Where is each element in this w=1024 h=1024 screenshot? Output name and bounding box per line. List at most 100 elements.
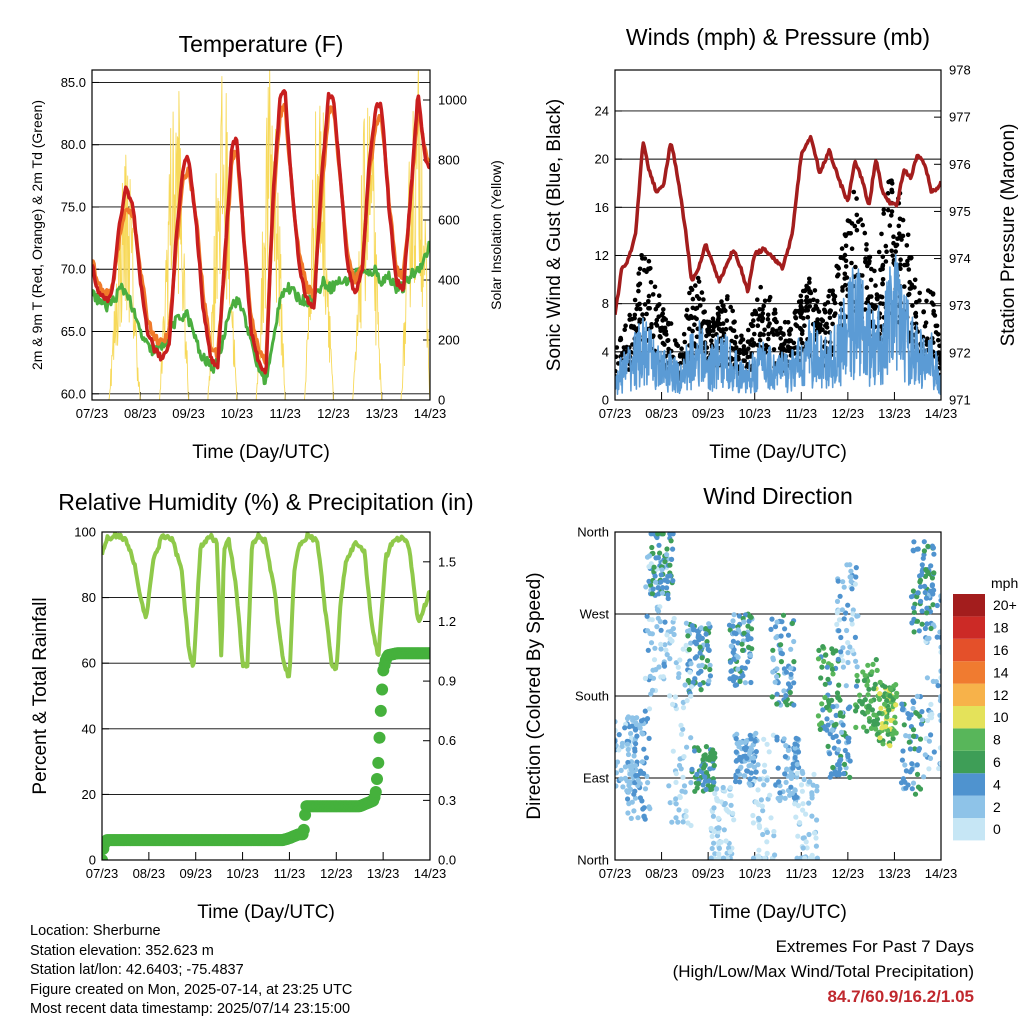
direction-point	[718, 839, 724, 845]
direction-point	[727, 627, 733, 633]
colorbar-swatch-4	[953, 728, 985, 751]
created-text: Figure created on Mon, 2025-07-14, at 23…	[30, 981, 353, 998]
direction-point	[830, 704, 836, 710]
direction-point	[879, 725, 885, 731]
direction-point	[697, 650, 703, 656]
direction-point	[731, 817, 737, 823]
gust-point	[723, 326, 729, 332]
direction-point	[748, 679, 754, 686]
gust-point	[797, 325, 803, 331]
gust-point	[752, 331, 757, 337]
direction-point	[800, 770, 806, 777]
direction-point	[918, 584, 924, 590]
gust-point	[830, 288, 835, 294]
direction-point	[748, 762, 754, 768]
gust-point	[766, 331, 771, 337]
direction-point	[820, 707, 826, 713]
direction-point	[759, 803, 765, 809]
direction-point	[921, 539, 927, 545]
gust-point	[652, 284, 658, 290]
gust-point	[883, 259, 889, 264]
direction-point	[817, 726, 823, 733]
gust-point	[637, 317, 642, 323]
direction-point	[695, 781, 702, 787]
direction-point	[875, 731, 881, 737]
gust-point	[815, 298, 820, 304]
direction-point	[855, 678, 861, 684]
direction-point	[938, 597, 941, 603]
direction-point	[931, 749, 937, 755]
direction-point	[909, 761, 915, 767]
direction-point	[789, 620, 796, 627]
direction-point	[903, 785, 909, 791]
gust-point	[889, 187, 894, 193]
direction-point	[818, 675, 824, 681]
gust-point	[836, 272, 841, 278]
direction-point	[645, 647, 651, 653]
direction-point	[800, 801, 806, 807]
gust-point	[935, 332, 941, 337]
gust-point	[782, 319, 788, 325]
direction-point	[911, 539, 917, 545]
y-tick-label-4-0: North	[577, 853, 609, 868]
gust-point	[878, 267, 883, 273]
gust-point	[890, 253, 895, 258]
gust-point	[661, 307, 666, 312]
gust-point	[765, 312, 771, 318]
colorbar-swatch-10	[953, 594, 985, 617]
series-relative-humidity	[102, 532, 430, 679]
direction-point	[910, 727, 917, 733]
direction-point	[831, 745, 838, 751]
gust-point	[674, 342, 679, 348]
gust-point	[687, 290, 692, 296]
gust-point	[696, 296, 702, 302]
direction-point	[628, 730, 634, 737]
direction-point	[876, 696, 883, 703]
direction-point	[876, 710, 882, 716]
direction-point	[688, 735, 694, 741]
direction-point	[820, 644, 826, 650]
gust-point	[930, 292, 936, 297]
gust-point	[805, 314, 811, 320]
elevation-text: Station elevation: 352.623 m	[30, 942, 214, 959]
gust-point	[900, 217, 906, 223]
gust-point	[757, 313, 762, 319]
direction-point	[665, 578, 671, 585]
gust-point	[798, 293, 804, 299]
direction-point	[668, 628, 674, 635]
direction-point	[871, 721, 877, 727]
gust-point	[677, 352, 683, 358]
x-tick-label-4-0: 07/23	[599, 866, 632, 881]
direction-point	[648, 640, 655, 646]
direction-point	[909, 786, 915, 792]
y-tick-label-1-5: 85.0	[61, 75, 86, 90]
direction-point	[675, 819, 681, 825]
station-info: Location: Sherburne Station elevation: 3…	[30, 922, 352, 1020]
direction-point	[918, 598, 924, 605]
gust-point	[734, 345, 739, 350]
direction-point	[656, 542, 662, 548]
direction-point	[633, 720, 639, 726]
direction-point	[706, 778, 712, 784]
gust-point	[840, 285, 845, 290]
gust-point	[724, 296, 730, 302]
y2-tick-label-1-2: 400	[438, 273, 460, 288]
direction-point	[839, 607, 846, 613]
direction-point	[877, 735, 883, 741]
direction-point	[833, 648, 839, 654]
direction-point	[669, 638, 675, 644]
x-axis-label-4: Time (Day/UTC)	[709, 902, 847, 923]
gust-point	[843, 233, 848, 239]
colorbar-swatch-0	[953, 818, 985, 841]
direction-point	[921, 548, 928, 554]
direction-point	[711, 805, 717, 811]
gust-point	[666, 322, 671, 327]
direction-point	[924, 610, 930, 616]
direction-point	[787, 792, 793, 798]
gust-point	[830, 321, 835, 327]
y-tick-label-3-1: 20	[82, 787, 96, 802]
gust-point	[936, 350, 941, 356]
gust-point	[873, 283, 878, 288]
direction-point	[800, 835, 806, 841]
direction-point	[834, 610, 840, 616]
